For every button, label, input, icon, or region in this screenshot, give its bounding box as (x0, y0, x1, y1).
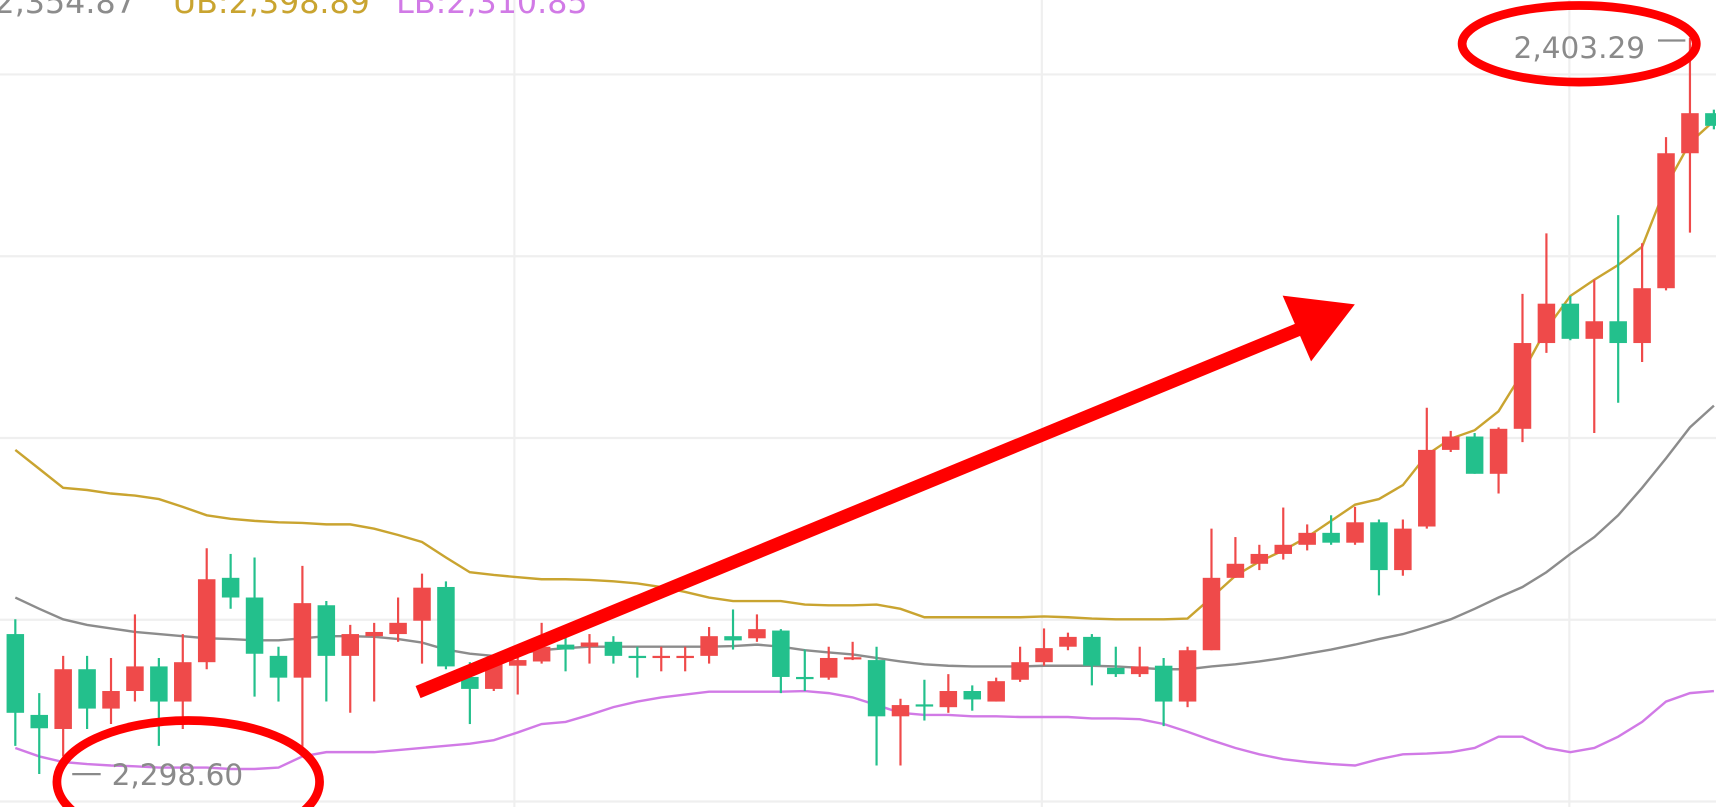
candle-body (987, 681, 1005, 702)
candle-body (437, 586, 455, 667)
candle-body (413, 587, 431, 621)
candle-body (78, 669, 96, 709)
candle-body (652, 655, 671, 659)
candle-body (365, 631, 383, 637)
candle-body (269, 655, 288, 678)
legend-entry: LB:2,310.85 (396, 0, 587, 21)
candle-body (819, 657, 838, 678)
candle-body (867, 660, 886, 717)
candle-body (1657, 153, 1675, 289)
candle-body (532, 646, 551, 662)
candle-body (54, 669, 72, 729)
candle-body (1202, 577, 1221, 651)
candle-body (341, 634, 360, 656)
candle-body (915, 704, 934, 707)
candle-body (245, 597, 264, 654)
high-label: 2,403.29 (1514, 31, 1646, 65)
candle-body (1561, 303, 1580, 339)
band-line (14, 689, 1715, 771)
plot (6, 38, 1716, 774)
candle-body (1226, 563, 1245, 578)
candle-body (1513, 343, 1532, 429)
candle-body (1585, 321, 1604, 339)
candle-body (580, 642, 599, 647)
candle-body (6, 634, 25, 713)
highlight-circle (1457, 1, 1701, 87)
candle-body (1298, 532, 1316, 545)
candle-body (1346, 522, 1364, 543)
candle-body (197, 579, 216, 663)
candle-body (772, 630, 790, 677)
candle-body (30, 714, 48, 729)
candle-body (724, 636, 742, 641)
legend-entry: 2,354.87 (0, 0, 136, 21)
candle-body (317, 605, 336, 656)
candle-body (1370, 522, 1388, 571)
trend-arrow (415, 319, 1312, 699)
candle-body (221, 577, 240, 598)
candle-body (1154, 665, 1173, 702)
candle-body (700, 636, 718, 656)
candle-body (150, 666, 168, 702)
candle-body (1394, 528, 1412, 571)
candle-body (1705, 113, 1716, 126)
candle-body (1274, 544, 1293, 554)
candle-body (1322, 532, 1340, 543)
candle-body (963, 691, 982, 700)
candle-body (604, 641, 623, 656)
candle-body (1609, 321, 1627, 344)
candle-body (676, 655, 694, 659)
candle-body (1681, 113, 1699, 154)
band-line (14, 119, 1715, 621)
candle-body (556, 644, 575, 650)
candle-body (174, 662, 192, 702)
arrow-head (1282, 295, 1355, 362)
candle-body (1035, 648, 1053, 663)
candle-body (461, 676, 479, 689)
low-label: 2,298.60 (112, 758, 244, 792)
candle-body (1059, 636, 1077, 647)
candle-body (1537, 303, 1556, 344)
candle-body (126, 666, 144, 692)
legend-entry: UB:2,398.89 (173, 0, 370, 21)
candle-body (939, 691, 958, 708)
candle-body (1107, 667, 1125, 675)
candle-body (748, 629, 766, 639)
candle-body (485, 664, 503, 689)
candle-body (1011, 662, 1029, 680)
candle-body (891, 705, 910, 717)
candle-body (1250, 553, 1269, 564)
candle-body (102, 691, 120, 709)
legend: 2,354.87 UB:2,398.89 LB:2,310.85 (0, 0, 588, 21)
highlight-circle (52, 716, 324, 807)
candle-body (293, 603, 312, 678)
candle-body (1418, 449, 1436, 527)
candle-body (1633, 288, 1651, 344)
candle-body (628, 655, 647, 659)
candle-body (843, 657, 862, 660)
candle-body (1130, 666, 1149, 675)
candle-body (796, 676, 814, 680)
candle-body (1083, 636, 1101, 666)
candle-body (1465, 436, 1484, 474)
candle-body (1441, 436, 1460, 450)
candle-body (389, 622, 407, 635)
candle-body (1489, 428, 1508, 474)
candle-body (1178, 650, 1197, 702)
candle-body (508, 660, 527, 666)
